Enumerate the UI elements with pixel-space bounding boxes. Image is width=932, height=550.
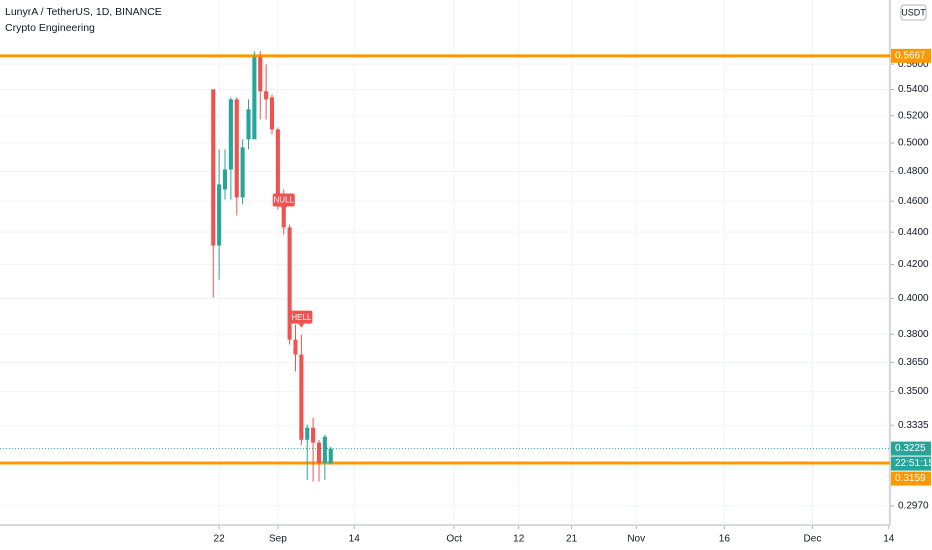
annotation-box [290,310,313,324]
x-tick-label: 14 [883,534,895,545]
current-price-label: 0.3225 [895,443,926,454]
y-tick-label: 0.4400 [898,227,929,238]
candle-body [269,97,275,130]
candle-body [287,227,292,340]
indicator-name: Crypto Engineering [5,22,95,34]
x-tick-label: 22 [214,534,226,545]
y-tick-label: 0.4000 [898,293,929,304]
candle-body [246,109,251,140]
y-tick-label: 0.3335 [898,420,929,431]
annotation-box [272,193,295,207]
candle-body [222,169,228,190]
x-tick-label: 14 [349,534,361,545]
y-tick-label: 0.5000 [898,138,929,149]
annotation-pointer [280,206,287,211]
level-label: 0.3159 [895,473,926,484]
candle-body [305,427,310,440]
y-tick-label: 0.2970 [898,501,929,512]
y-tick-label: 0.3800 [898,329,929,340]
countdown-label-box [891,456,931,471]
candle-body [316,442,322,463]
annotation-pointer [298,323,305,328]
current-price-label-box [891,441,931,456]
currency: USDT [901,7,926,17]
candle-body [211,89,216,246]
candle-body [228,99,233,170]
candle-body [281,199,286,228]
chart-title: LunyrA / TetherUS, 1D, BINANCE [5,6,162,18]
y-tick-label: 0.5200 [898,110,929,121]
candle-body [275,129,280,200]
x-tick-label: Sep [269,534,287,545]
level-label: 0.5667 [895,50,926,61]
x-tick-label: 12 [513,534,525,545]
x-tick-label: Oct [446,534,462,545]
x-tick-label: Nov [627,534,645,545]
y-tick-label: 0.3500 [898,386,929,397]
candle-body [322,436,327,463]
level-label-box [891,48,931,63]
candle-body [328,448,333,463]
currency-box[interactable] [900,4,927,21]
y-tick-label: 0.4200 [898,259,929,270]
x-tick-label: Dec [804,534,822,545]
y-tick-label: 0.4800 [898,166,929,177]
candle-body [293,339,298,355]
countdown-label: 22:51:15 [895,458,932,469]
annotation-label: HELL [291,313,312,322]
y-tick-label: 0.4600 [898,196,929,207]
annotation-label: NULL [274,196,295,205]
candle-body [217,184,222,246]
candle-body [264,91,269,100]
y-tick-label: 0.3650 [898,357,929,368]
candle-body [234,99,239,198]
candle-body [252,57,257,140]
x-tick-label: 21 [566,534,578,545]
candle-body [311,427,316,443]
y-tick-label: 0.5400 [898,84,929,95]
level-label-box [891,471,931,486]
candle-body [299,354,304,440]
candle-body [258,57,263,92]
x-tick-label: 16 [719,534,731,545]
y-tick-label: 0.5600 [898,59,929,70]
candle-body [240,147,245,198]
